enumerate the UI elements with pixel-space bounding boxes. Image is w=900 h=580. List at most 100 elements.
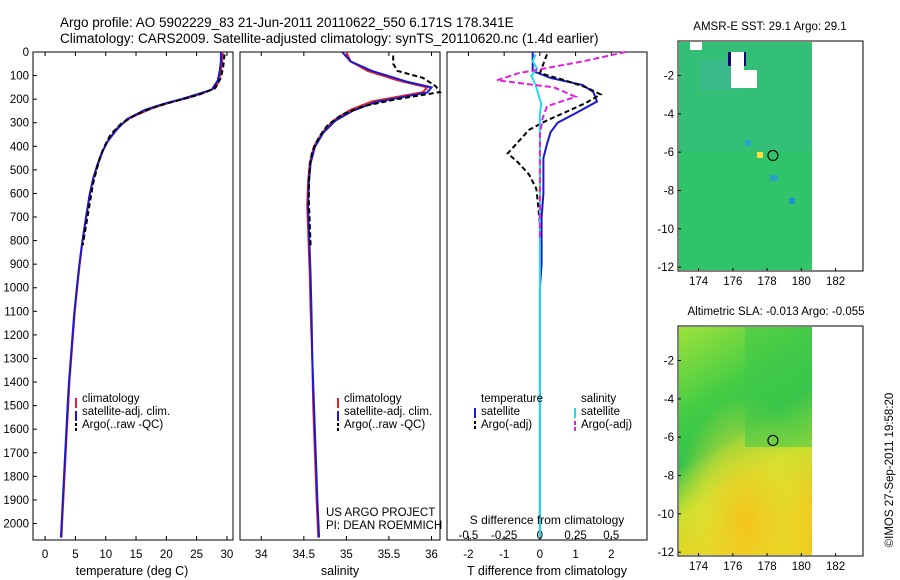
legend-argo-label: Argo(..raw -QC): [344, 419, 425, 431]
x-tick-label: -2: [463, 549, 473, 561]
sla-green-region: [745, 327, 812, 447]
x-tick-label: 0: [537, 549, 543, 561]
map-lon-label: 178: [757, 276, 776, 288]
series-line-salinity-satellite: [530, 54, 543, 538]
temperature-legend: climatology satellite-adj. clim. Argo(..…: [75, 393, 170, 433]
difference-panel: -2 -1 0 1 2 -0.5 -0.25 0 0.25 0.5 S difference f…: [446, 51, 648, 578]
x-tick-label: 0: [42, 549, 48, 561]
s-difference-tick-label: 0.5: [603, 530, 619, 542]
x-tick-label: 35.5: [378, 549, 400, 561]
depth-tick-label: 1700: [3, 448, 29, 460]
map-lat-label: -12: [657, 547, 674, 559]
depth-tick-label: 1800: [3, 471, 29, 483]
depth-tick-label: 1600: [3, 424, 29, 436]
map-lat-label: -6: [664, 432, 674, 444]
depth-tick-label: 800: [10, 236, 29, 248]
salinity-series: [306, 51, 442, 538]
map-lat-label: -10: [657, 509, 674, 521]
map-lon-label: 180: [792, 276, 811, 288]
map-lat-label: -10: [657, 224, 674, 236]
legend-temperature-heading: temperature: [481, 393, 543, 405]
map-lat-label: -6: [664, 147, 674, 159]
depth-tick-label: 200: [10, 94, 29, 106]
s-difference-tick-label: 0.25: [564, 530, 586, 542]
depth-tick-label: 0: [23, 47, 29, 59]
x-tick-label: -1: [499, 549, 509, 561]
s-difference-tick-label: -0.5: [459, 530, 479, 542]
series-line-satellite-adj-clim-: [59, 52, 222, 538]
s-difference-label: S difference from climatology: [470, 513, 625, 527]
x-tick-label: 34.5: [293, 549, 315, 561]
x-tick-label: 20: [160, 549, 173, 561]
sst-pixel-d: [789, 198, 795, 204]
series-line-argo-raw-qc-: [307, 55, 442, 246]
legend-argo-label: Argo(..raw -QC): [82, 419, 163, 431]
copyright-timestamp: ©IMOS 27-Sep-2011 19:58:20: [884, 393, 896, 548]
legend-climatology-label: climatology: [82, 393, 140, 405]
temperature-panel: 0100200300400500600700800900100011001200…: [3, 47, 451, 578]
depth-tick-label: 500: [10, 165, 29, 177]
legend-satellite-label: satellite-adj. clim.: [82, 406, 170, 418]
legend-satellite-label: satellite-adj. clim.: [344, 406, 432, 418]
depth-tick-label: 300: [10, 118, 29, 130]
temperature-plot-frame: [32, 51, 234, 541]
series-line-argo-raw-qc-: [81, 54, 226, 246]
map-lat-label: -8: [664, 186, 674, 198]
map-lon-label: 178: [757, 561, 776, 573]
difference-legend: temperature satellite Argo(-adj) salinit…: [474, 393, 632, 431]
project-annotation: US ARGO PROJECT: [326, 507, 435, 519]
depth-tick-label: 1100: [4, 306, 29, 318]
pi-annotation: PI: DEAN ROEMMICH: [326, 520, 442, 532]
temperature-x-label: temperature (deg C): [76, 564, 189, 578]
sst-map-title: AMSR-E SST: 29.1 Argo: 29.1: [693, 21, 846, 33]
sla-map-axes: 174 176 178 180 182 -2 -4 -6 -8 -10 -12: [657, 356, 845, 574]
map-lat-label: -2: [664, 71, 674, 83]
temperature-series: [59, 51, 226, 538]
temperature-x-axis: 0 5 10 15 20 25 30: [42, 52, 233, 561]
map-lon-label: 176: [723, 561, 742, 573]
depth-tick-label: 1300: [3, 353, 29, 365]
x-tick-label: 25: [190, 549, 203, 561]
depth-tick-label: 2000: [3, 518, 29, 530]
series-line-salinity-argo-adj-: [496, 51, 626, 241]
sst-pixel-c: [770, 175, 778, 181]
map-lon-label: 174: [689, 561, 709, 573]
sla-map-title: Altimetric SLA: -0.013 Argo: -0.055: [687, 306, 864, 318]
depth-tick-label: 400: [10, 141, 29, 153]
x-tick-label: 2: [608, 549, 614, 561]
map-lat-label: -4: [664, 109, 675, 121]
depth-tick-label: 100: [10, 71, 29, 83]
difference-series: [496, 51, 626, 538]
x-tick-label: 30: [221, 549, 234, 561]
depth-tick-label: 1000: [3, 283, 29, 295]
map-lon-label: 180: [792, 561, 811, 573]
depth-tick-label: 1200: [3, 330, 29, 342]
salinity-x-axis: 34 34.5 35 35.5 36: [255, 52, 438, 561]
figure-title-line1: Argo profile: AO 5902229_83 21-Jun-2011 …: [60, 15, 514, 30]
depth-tick-label: 900: [10, 259, 29, 271]
t-difference-x-axis: -2 -1 0 1 2: [463, 52, 614, 561]
sst-map-panel: AMSR-E SST: 29.1 Argo: 29.1 174 176 178 180…: [657, 21, 864, 288]
sla-map-panel: Altimetric SLA: -0.013 Argo: -0.055 174 1…: [657, 306, 864, 573]
legend-t-satellite-label: satellite: [481, 406, 520, 418]
sst-pixel-b: [757, 152, 763, 158]
map-lon-label: 176: [723, 276, 742, 288]
t-difference-x-label: T difference from climatology: [467, 564, 628, 578]
x-tick-label: 36: [425, 549, 438, 561]
depth-tick-label: 600: [10, 188, 29, 200]
map-lat-label: -4: [664, 394, 675, 406]
x-tick-label: 1: [572, 549, 578, 561]
depth-tick-label: 700: [10, 212, 29, 224]
x-tick-label: 34: [255, 549, 268, 561]
depth-tick-label: 1900: [3, 495, 29, 507]
x-tick-label: 5: [72, 549, 78, 561]
legend-climatology-label: climatology: [344, 393, 402, 405]
sst-missing-island-b: [731, 70, 757, 88]
map-lat-label: -12: [657, 262, 674, 274]
x-tick-label: 15: [130, 549, 143, 561]
sst-argo-position-marker: [767, 149, 779, 161]
series-line-satellite-adj-clim-: [307, 51, 434, 538]
sla-argo-position-marker: [767, 434, 779, 446]
legend-s-argo-label: Argo(-adj): [581, 419, 632, 431]
map-lon-label: 182: [826, 561, 845, 573]
